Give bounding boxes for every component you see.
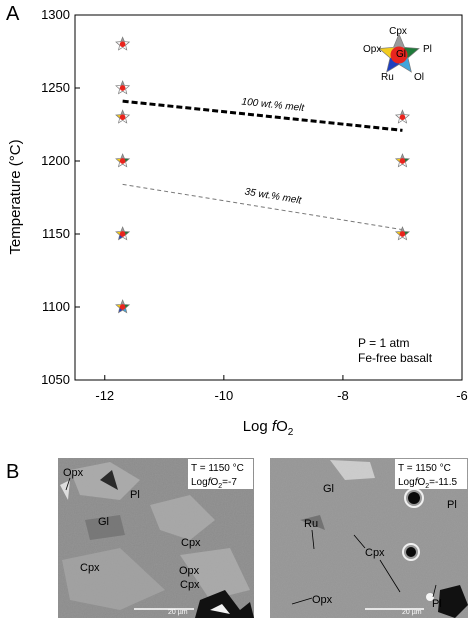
melt-line-2	[122, 183, 403, 231]
sem-left-label-opx-2: Opx	[179, 565, 200, 577]
legend-label-pl: Pl	[423, 44, 432, 55]
y-tick-label: 1050	[41, 372, 70, 387]
panel-label-a: A	[6, 3, 20, 25]
sem-right-arrow-cpx-1	[353, 534, 366, 549]
sem-fo2-left-value: =-7	[222, 477, 237, 488]
x-axis-title-sub: 2	[288, 427, 294, 438]
x-axis-title-suffix: O	[276, 418, 288, 435]
y-axis: 1050 1100 1150 1200 1250 1300	[41, 7, 80, 387]
sem-temp-left: T = 1150 °C	[191, 463, 244, 474]
x-tick-label: -12	[95, 388, 114, 403]
sem-info-box-right	[395, 459, 467, 489]
sem-left-arrow	[65, 477, 71, 491]
sem-left-scale-text: 20 µm	[168, 609, 188, 616]
sem-right-label-ru: Ru	[304, 518, 318, 530]
legend-label-gl: Gl	[396, 49, 406, 60]
x-tick-label: -10	[214, 388, 233, 403]
sem-right-arrow-opx	[291, 597, 313, 605]
melt-line-label-2: 35 wt.% melt	[244, 187, 303, 207]
data-point-2	[115, 80, 131, 95]
legend-star-icon	[378, 33, 420, 73]
sem-fo2-left: LogfO2=-7	[191, 477, 237, 490]
sem-left-label-pl: Pl	[130, 489, 140, 501]
data-point-3	[115, 109, 131, 124]
data-point-5	[115, 226, 131, 241]
panel-label-b: B	[6, 461, 19, 483]
scatter-chart: 1050 1100 1150 1200 1250 1300 -12 -10 -8 -6 100 …	[7, 7, 468, 438]
sem-right-scale-text: 20 µm	[402, 609, 422, 616]
sem-right-arrow-pl	[432, 584, 437, 598]
y-tick-label: 1300	[41, 7, 70, 22]
data-point-6	[115, 299, 131, 314]
sem-right-label-pl-2: Pl	[432, 598, 442, 610]
data-point-4	[115, 153, 131, 168]
sem-right-label-gl: Gl	[323, 483, 334, 495]
data-point-8	[394, 153, 410, 168]
x-axis-title-italic: f	[272, 418, 278, 435]
legend-label-ru: Ru	[381, 72, 394, 83]
x-axis-title-prefix: Log	[243, 418, 272, 435]
plot-frame	[74, 14, 463, 381]
sem-left-label-cpx-1: Cpx	[181, 537, 201, 549]
sem-fo2-left-sub: 2	[218, 483, 222, 490]
sem-left-label-opx: Opx	[63, 467, 84, 479]
x-axis: -12 -10 -8 -6	[95, 375, 468, 403]
sem-left-label-cpx-3: Cpx	[180, 579, 200, 591]
data-points	[115, 36, 410, 314]
sem-left-label-gl: Gl	[98, 516, 109, 528]
melt-line-label-1: 100 wt.% melt	[241, 97, 306, 115]
sem-image-left	[58, 458, 254, 618]
legend-label-ol: Ol	[414, 72, 424, 83]
sem-fo2-right-value: =-11.5	[429, 477, 457, 488]
x-tick-label: -6	[456, 388, 468, 403]
sem-temp-right: T = 1150 °C	[398, 463, 451, 474]
melt-line-1	[122, 99, 403, 132]
y-tick-label: 1100	[42, 299, 70, 314]
data-point-1	[115, 36, 131, 51]
x-axis-title: Log fO2	[243, 418, 294, 438]
sem-fo2-left-italic: f	[208, 477, 212, 488]
sem-image-right	[270, 458, 468, 618]
annotation-pressure: P = 1 atm	[358, 336, 409, 350]
annotation-composition: Fe-free basalt	[358, 351, 433, 365]
data-point-7	[394, 109, 410, 124]
sem-right-arrow-ru	[311, 529, 315, 550]
phase-legend: Cpx Pl Ol Ru Opx Gl	[363, 26, 432, 83]
legend-label-cpx: Cpx	[389, 26, 407, 37]
sem-fo2-right-italic: f	[415, 477, 419, 488]
sem-fo2-right: LogfO2=-11.5	[398, 477, 457, 490]
y-tick-label: 1250	[41, 80, 70, 95]
sem-fo2-left-prefix: Log	[191, 477, 208, 488]
y-tick-label: 1150	[42, 226, 70, 241]
data-point-9	[394, 226, 410, 241]
sem-right-arrow-cpx-2	[379, 559, 401, 593]
sem-fo2-right-prefix: Log	[398, 477, 415, 488]
legend-label-opx: Opx	[363, 44, 381, 55]
y-axis-title: Temperature (°C)	[7, 139, 24, 254]
sem-right-label-cpx: Cpx	[365, 547, 385, 559]
sem-fo2-right-suffix: O	[417, 477, 425, 488]
sem-right-label-pl-1: Pl	[447, 499, 457, 511]
y-tick-label: 1200	[41, 153, 70, 168]
melt-lines: 100 wt.% melt 35 wt.% melt	[122, 97, 403, 231]
sem-right-label-opx: Opx	[312, 594, 333, 606]
sem-info-box-left	[188, 459, 253, 489]
sem-fo2-left-suffix: O	[210, 477, 218, 488]
x-tick-label: -8	[337, 388, 349, 403]
sem-left-label-cpx-2: Cpx	[80, 562, 100, 574]
sem-fo2-right-sub: 2	[425, 483, 429, 490]
